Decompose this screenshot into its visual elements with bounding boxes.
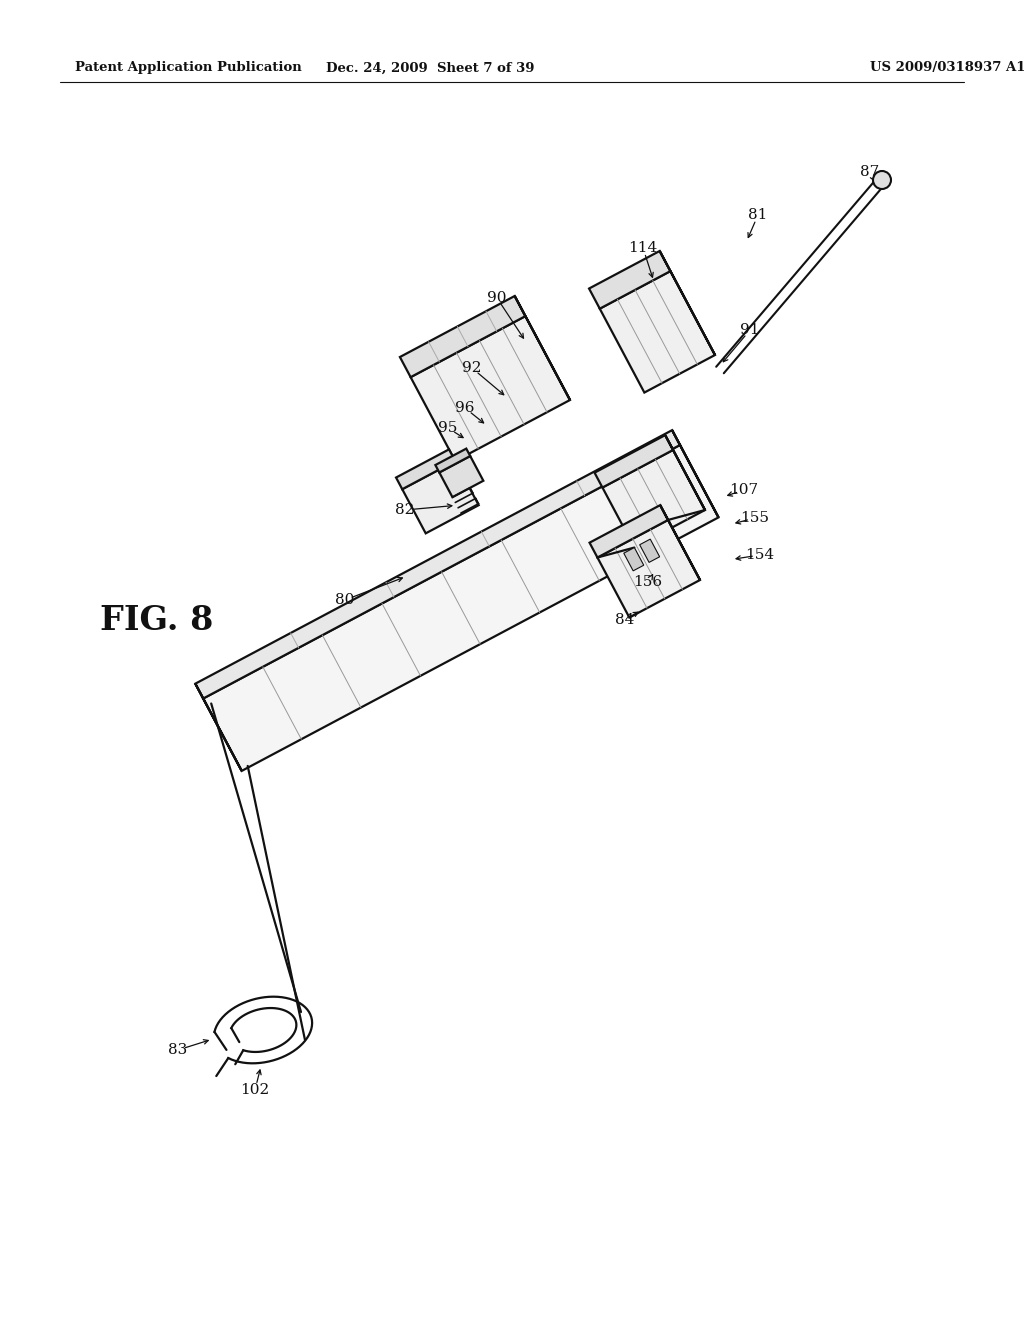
Polygon shape	[595, 436, 673, 487]
Polygon shape	[411, 315, 570, 461]
Text: 87: 87	[860, 165, 880, 180]
Polygon shape	[396, 449, 456, 490]
Polygon shape	[439, 455, 483, 498]
Text: 82: 82	[395, 503, 415, 517]
Polygon shape	[196, 430, 680, 698]
Text: 81: 81	[749, 209, 768, 222]
Text: 92: 92	[462, 360, 481, 375]
Polygon shape	[600, 271, 715, 392]
Text: 102: 102	[241, 1082, 269, 1097]
Polygon shape	[590, 506, 668, 557]
Polygon shape	[597, 520, 700, 618]
Text: 114: 114	[629, 242, 657, 255]
Polygon shape	[203, 445, 719, 771]
Polygon shape	[666, 436, 705, 510]
Text: 156: 156	[634, 576, 663, 589]
Text: 90: 90	[487, 290, 507, 305]
Text: 107: 107	[729, 483, 759, 498]
Text: 83: 83	[168, 1043, 187, 1057]
Ellipse shape	[873, 172, 891, 189]
Text: 96: 96	[456, 401, 475, 414]
Polygon shape	[602, 450, 705, 548]
Polygon shape	[672, 430, 719, 517]
Text: 84: 84	[615, 612, 635, 627]
Polygon shape	[660, 506, 700, 579]
Text: Dec. 24, 2009  Sheet 7 of 39: Dec. 24, 2009 Sheet 7 of 39	[326, 62, 535, 74]
Polygon shape	[402, 461, 478, 533]
Polygon shape	[435, 449, 470, 473]
Text: 91: 91	[740, 323, 760, 337]
Polygon shape	[589, 251, 671, 309]
Polygon shape	[640, 539, 659, 562]
Polygon shape	[400, 296, 525, 378]
Polygon shape	[659, 251, 715, 355]
Text: 155: 155	[740, 511, 769, 525]
Polygon shape	[624, 548, 644, 570]
Polygon shape	[196, 684, 242, 771]
Text: US 2009/0318937 A1: US 2009/0318937 A1	[870, 62, 1024, 74]
Text: Patent Application Publication: Patent Application Publication	[75, 62, 302, 74]
Polygon shape	[515, 296, 570, 400]
Text: FIG. 8: FIG. 8	[100, 603, 213, 636]
Text: 80: 80	[335, 593, 354, 607]
Text: 95: 95	[438, 421, 458, 436]
Text: 154: 154	[745, 548, 774, 562]
